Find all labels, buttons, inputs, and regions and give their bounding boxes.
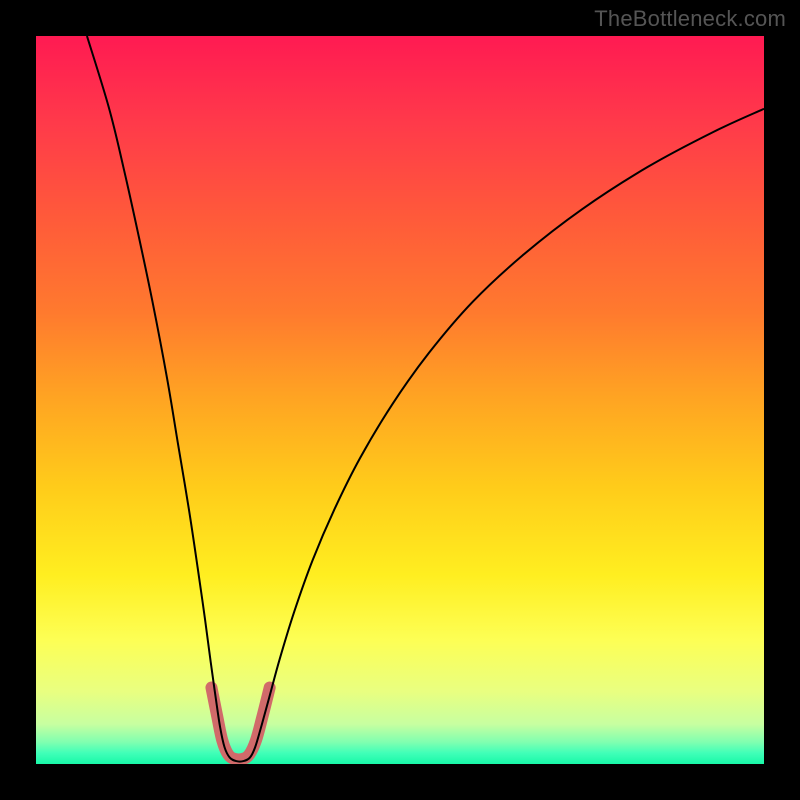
plot-background (36, 36, 764, 764)
watermark-text: TheBottleneck.com (594, 6, 786, 32)
